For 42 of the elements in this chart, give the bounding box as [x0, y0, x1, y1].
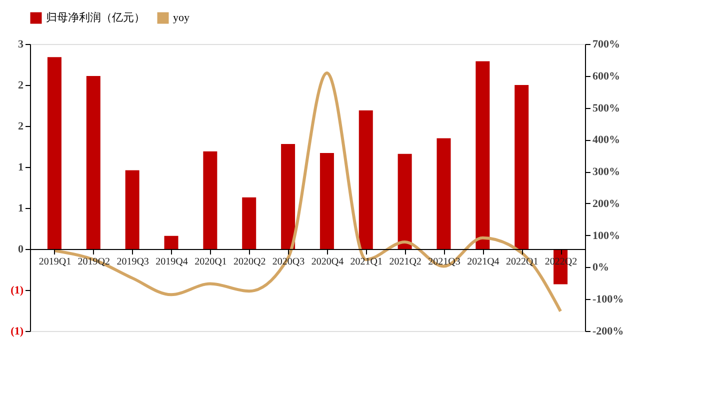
y-tick-label: 2	[18, 120, 24, 132]
x-tick-label: 2020Q4	[311, 256, 344, 268]
y-tick-label: 1	[18, 202, 24, 214]
y2-tick-label: 700%	[592, 38, 620, 50]
x-tick-label: 2021Q2	[389, 256, 422, 268]
bar	[476, 61, 490, 249]
y2-tick-label: 100%	[592, 230, 620, 242]
bar	[398, 154, 412, 249]
bar	[164, 236, 178, 249]
x-tick-label: 2019Q3	[116, 256, 149, 268]
y-tick-label: 0	[18, 244, 24, 256]
legend-label: yoy	[173, 12, 190, 24]
y2-tick-label: 400%	[592, 134, 620, 146]
y-tick-label: 2	[18, 80, 24, 92]
x-tick-label: 2020Q1	[194, 256, 227, 268]
y-tick-label: 1	[18, 162, 24, 174]
bar	[436, 138, 451, 249]
x-tick-label: 2021Q4	[467, 256, 500, 268]
bar	[242, 197, 256, 249]
x-tick-label: 2019Q4	[156, 256, 188, 268]
y-tick-label: (1)	[10, 326, 24, 338]
y2-tick-label: 0%	[592, 262, 609, 274]
x-tick-label: 2019Q1	[38, 256, 72, 268]
x-tick-label: 2021Q1	[350, 256, 383, 268]
y-tick-label: 3	[18, 38, 24, 50]
y2-tick-label: 200%	[592, 198, 620, 210]
legend-label: 归母净利润（亿元）	[46, 11, 145, 24]
y2-tick-label: 600%	[592, 70, 620, 82]
y2-tick-label: -200%	[592, 326, 624, 338]
bar	[514, 85, 529, 249]
bar	[203, 151, 218, 249]
bar	[47, 57, 62, 249]
bar	[281, 144, 296, 249]
bar	[125, 170, 140, 249]
bar	[320, 153, 334, 249]
bar	[358, 110, 373, 249]
y-tick-label: (1)	[10, 284, 24, 296]
x-tick-label: 2020Q2	[233, 256, 266, 268]
y2-tick-label: -100%	[592, 294, 624, 306]
bar	[86, 76, 100, 249]
y2-tick-label: 500%	[592, 102, 620, 114]
y2-tick-label: 300%	[592, 166, 620, 178]
